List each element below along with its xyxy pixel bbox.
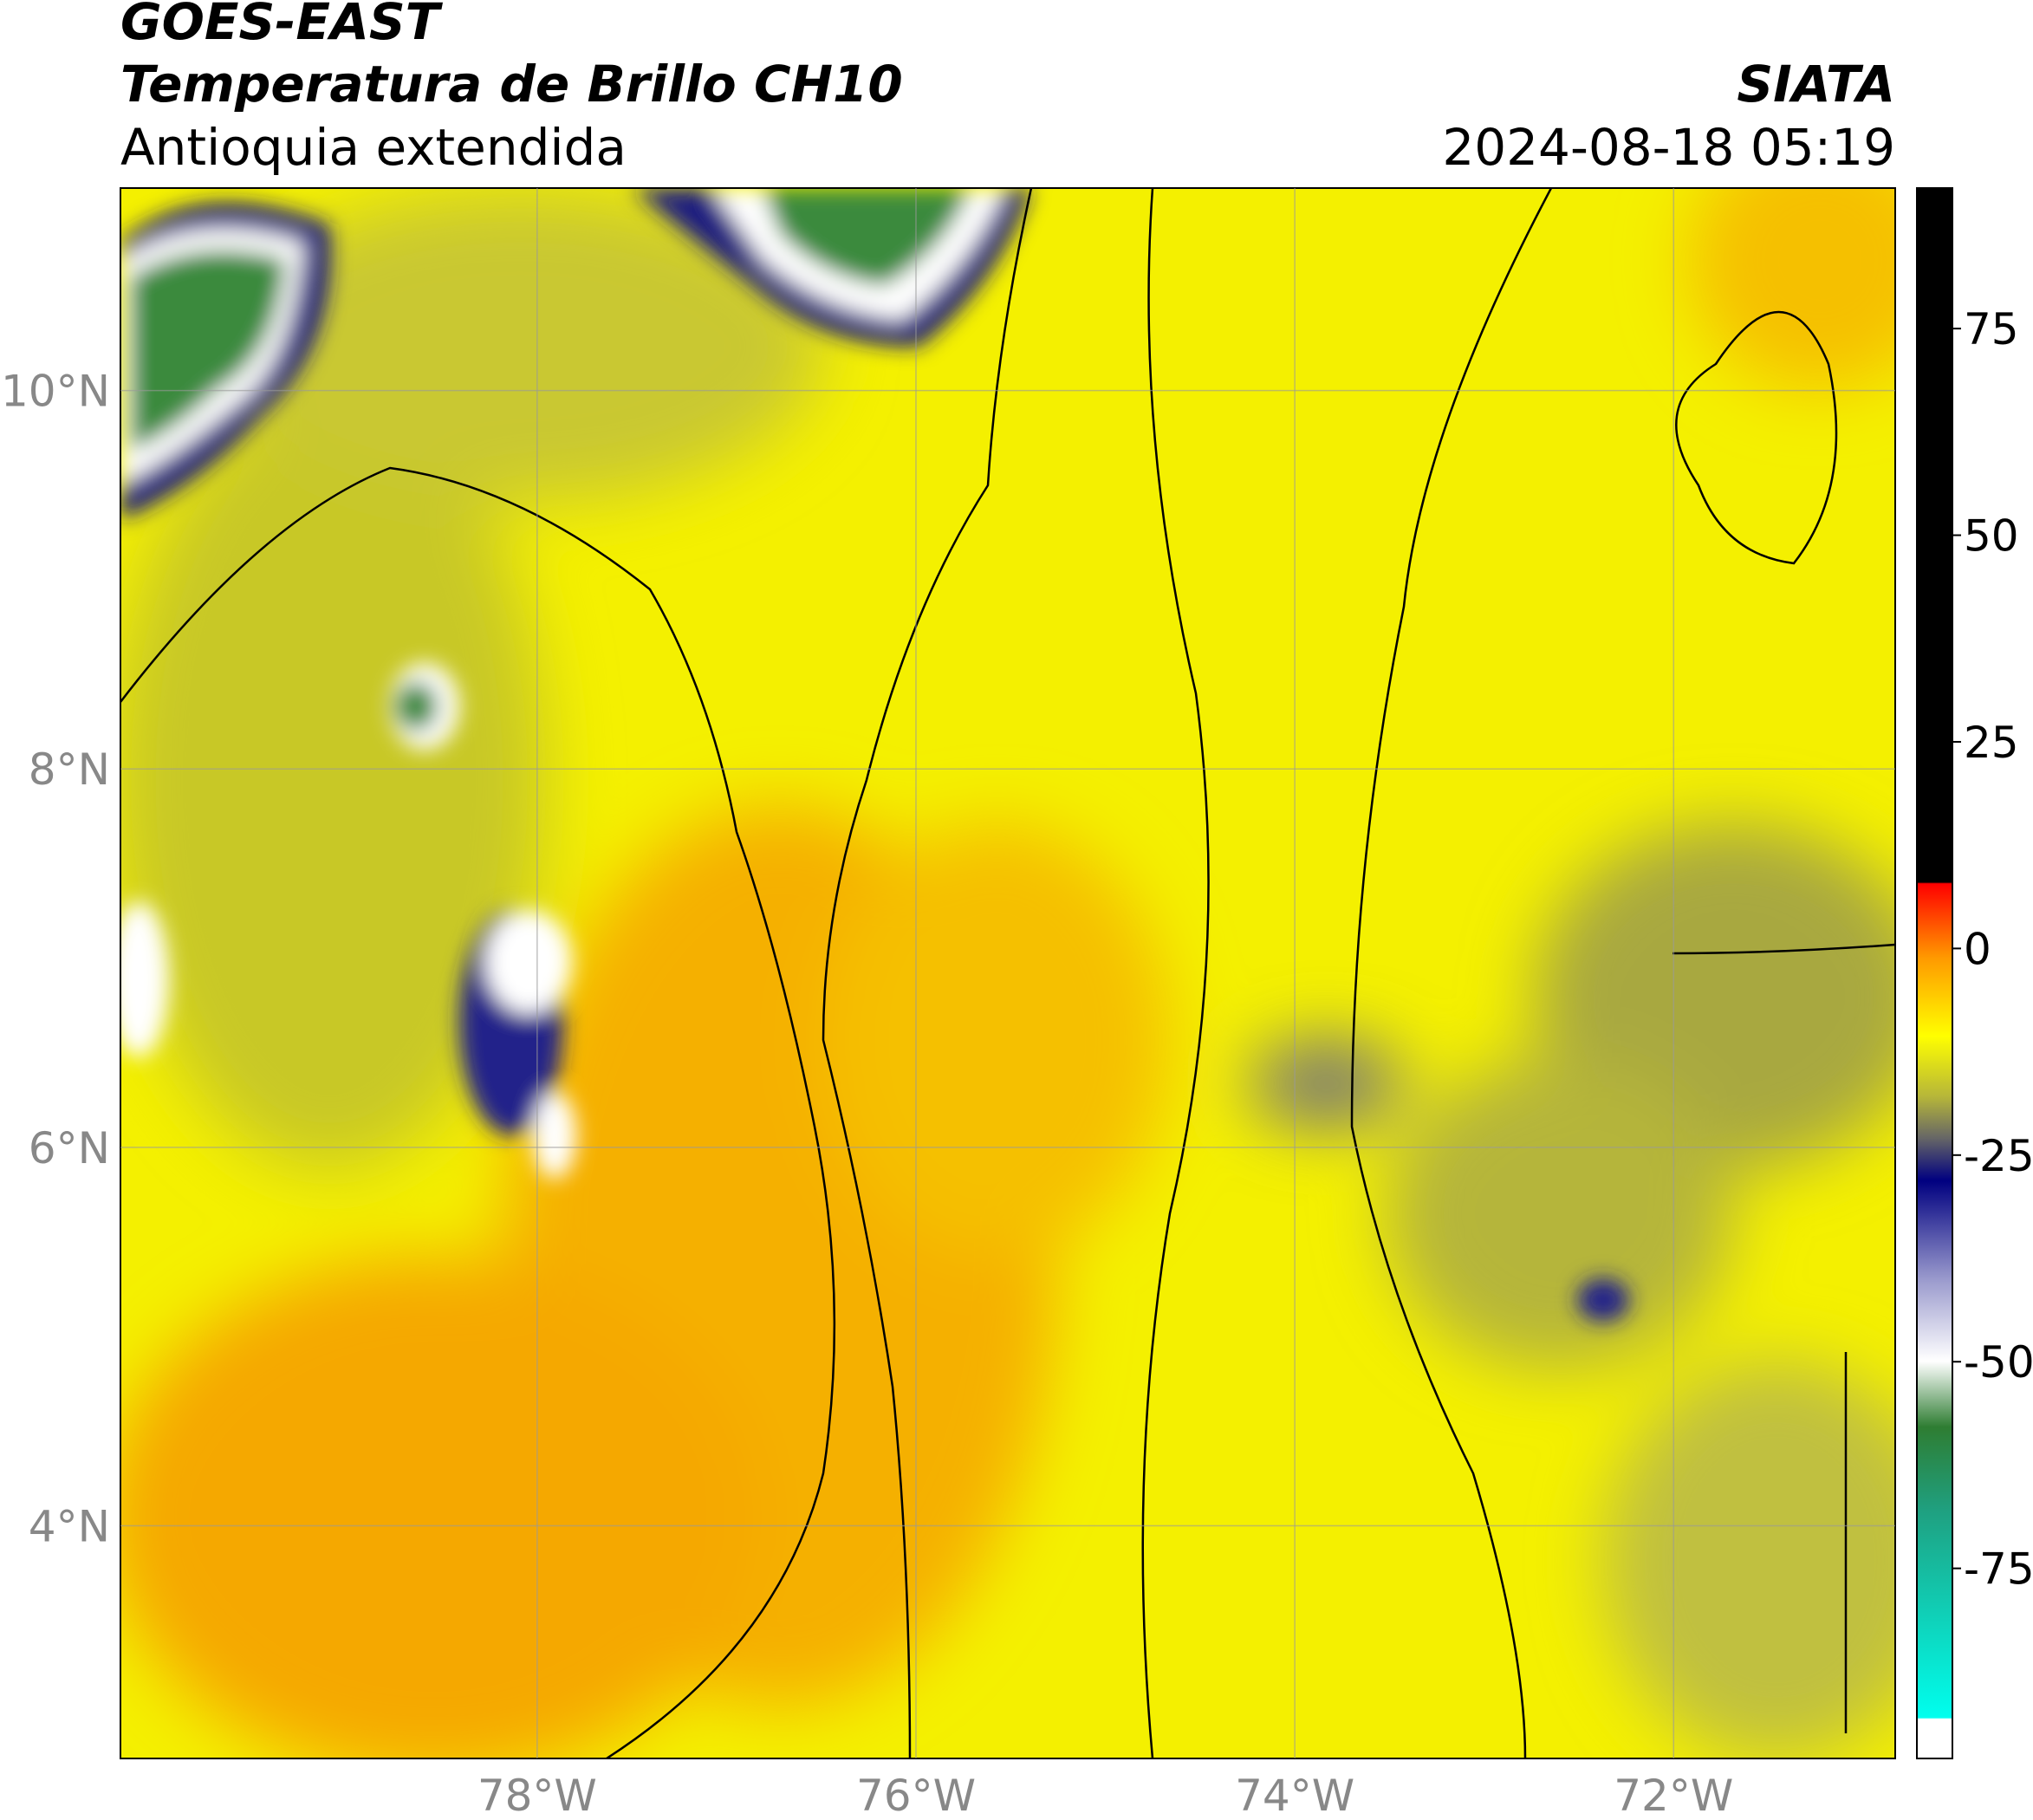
temperature-field (120, 188, 1895, 1758)
cloud-tops (120, 188, 1629, 1322)
x-tick-label: 78°W (477, 1771, 597, 1820)
colorbar-tick-label: -25 (1964, 1131, 2033, 1181)
colorbar-tick-label: 25 (1964, 718, 2019, 768)
borders (120, 188, 1895, 1758)
colorbar-tick-label: 50 (1964, 511, 2019, 562)
colorbar (1916, 187, 1953, 1759)
datetime: 2024-08-18 05:19 (1442, 118, 1895, 177)
x-tick-label: 76°W (856, 1771, 976, 1820)
colorbar-tick-label: -75 (1964, 1544, 2033, 1595)
title: GOES-EAST (120, 0, 444, 51)
region: Antioquia extendida (120, 118, 627, 177)
y-tick-label: 4°N (29, 1501, 110, 1551)
x-tick-label: 72°W (1614, 1771, 1733, 1820)
x-tick-label: 74°W (1235, 1771, 1354, 1820)
colorbar-tick-label: -50 (1964, 1337, 2033, 1388)
map (120, 188, 1895, 1758)
y-tick-label: 6°N (29, 1123, 110, 1173)
colorbar-tick-label: 0 (1964, 924, 1991, 974)
subtitle: Temperatura de Brillo CH10 (120, 55, 903, 114)
colorbar-tick-label: 75 (1964, 304, 2019, 354)
y-tick-label: 10°N (1, 367, 110, 417)
map-frame (120, 187, 1896, 1759)
y-tick-label: 8°N (29, 744, 110, 795)
source: SIATA (1737, 55, 1895, 114)
